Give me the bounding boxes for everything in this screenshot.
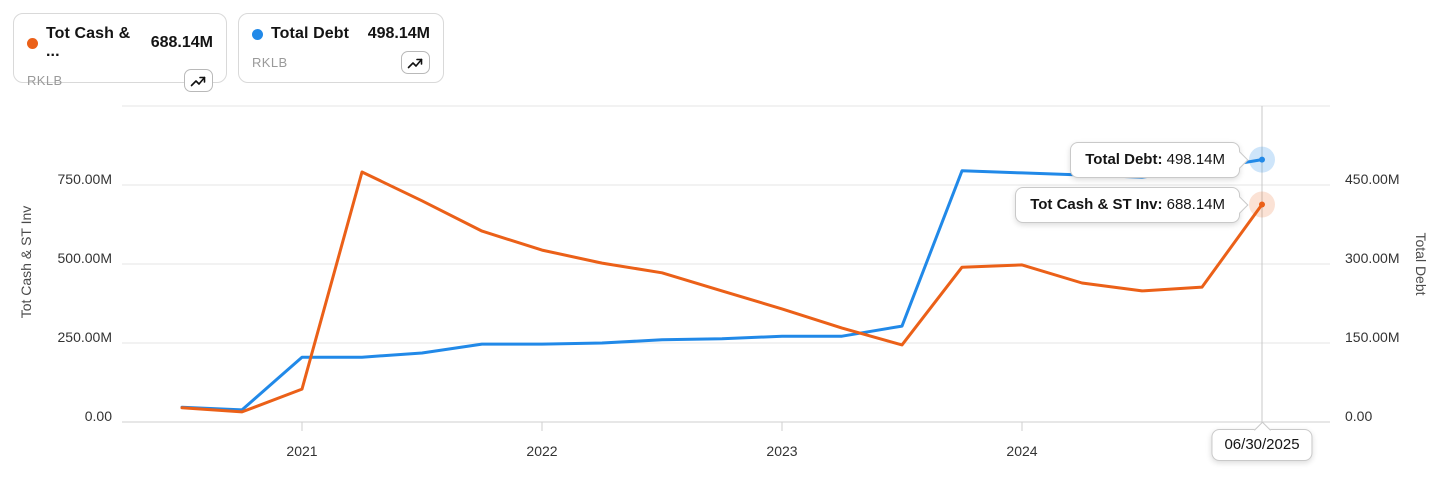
x-axis-tick-2021: 2021	[286, 443, 318, 459]
trend-chart-button[interactable]	[401, 51, 430, 74]
cash-point-marker[interactable]	[1259, 201, 1265, 208]
x-axis-tick-2024: 2024	[1006, 443, 1038, 459]
tooltip-value: 498.14M	[1162, 151, 1225, 168]
x-axis-tick-2022: 2022	[526, 443, 558, 459]
tooltip-label: Tot Cash & ST Inv:	[1030, 196, 1163, 213]
tooltip-date-value: 06/30/2025	[1224, 436, 1300, 453]
right-axis-tick: 150.00M	[1345, 329, 1400, 345]
left-axis-title: Tot Cash & ST Inv	[18, 205, 34, 319]
ticker-label: RKLB	[252, 55, 288, 70]
trending-up-icon	[190, 76, 206, 87]
series-value-label: 498.14M	[367, 25, 430, 42]
right-axis-tick: 450.00M	[1345, 171, 1400, 187]
trend-chart-button[interactable]	[184, 69, 213, 92]
tooltip-tot-cash: Tot Cash & ST Inv: 688.14M	[1015, 187, 1248, 223]
tooltip-total-debt: Total Debt: 498.14M	[1070, 142, 1248, 178]
debt-point-marker[interactable]	[1259, 156, 1265, 163]
tooltip-label: Total Debt:	[1085, 151, 1163, 168]
legend-card-debt-footer: RKLB	[252, 51, 430, 74]
legend-card-cash-footer: RKLB	[27, 69, 213, 92]
ticker-label: RKLB	[27, 73, 63, 88]
left-axis-tick: 500.00M	[57, 250, 112, 266]
series-name-label: Total Debt	[271, 25, 350, 42]
left-axis-tick: 750.00M	[57, 171, 112, 187]
series-name-label: Tot Cash & ...	[46, 25, 131, 60]
tooltip-value: 688.14M	[1162, 196, 1225, 213]
left-axis-tick: 0.00	[84, 408, 112, 424]
cash-line[interactable]	[180, 170, 1264, 414]
legend-card-debt-header: Total Debt 498.14M	[252, 25, 430, 43]
right-axis-tick: 0.00	[1345, 408, 1373, 424]
series-color-dot-orange	[27, 37, 38, 49]
legend-card-cash-header: Tot Cash & ... 688.14M	[27, 25, 213, 61]
series-value-label: 688.14M	[150, 34, 213, 51]
left-axis-tick: 250.00M	[57, 329, 112, 345]
series-color-dot-blue	[252, 28, 263, 40]
legend-card-debt[interactable]: Total Debt 498.14M RKLB	[238, 13, 444, 83]
tooltip-date: 06/30/2025	[1211, 421, 1313, 461]
trending-up-icon	[407, 58, 423, 69]
legend-card-cash[interactable]: Tot Cash & ... 688.14M RKLB	[13, 13, 227, 92]
right-axis-title: Total Debt	[1413, 232, 1429, 296]
right-axis-tick: 300.00M	[1345, 250, 1400, 266]
x-axis-tick-2023: 2023	[766, 443, 798, 459]
